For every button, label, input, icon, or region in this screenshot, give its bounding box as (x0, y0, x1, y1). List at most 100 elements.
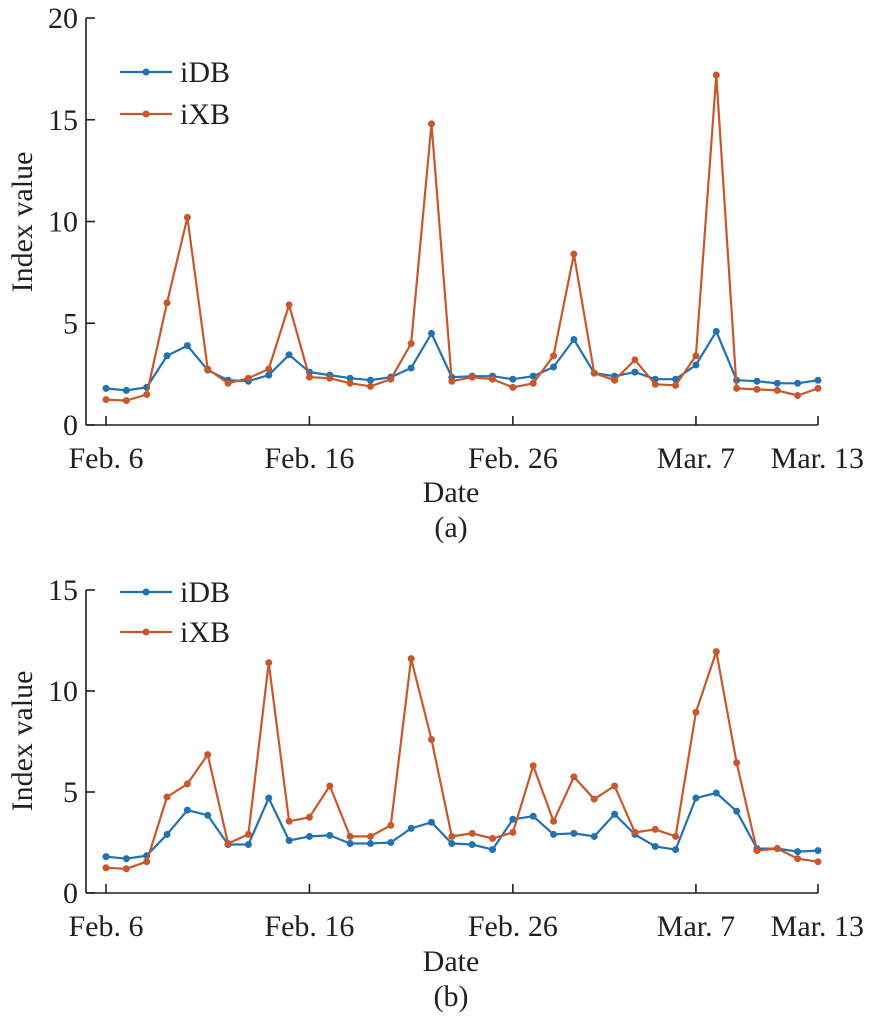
caption-b: (b) (434, 980, 469, 1013)
y-tick-label-b-3: 15 (48, 574, 78, 607)
data-point-ixb-b-1 (122, 865, 130, 873)
data-point-ixb-a-27 (651, 380, 659, 388)
y-axis-label-a: Index value (6, 152, 39, 293)
data-point-ixb-b-14 (387, 821, 395, 829)
data-point-ixb-a-10 (305, 373, 313, 381)
x-tick-label-b-2: Feb. 26 (468, 910, 558, 943)
x-tick-label-b-0: Feb. 6 (69, 910, 144, 943)
data-point-ixb-a-11 (326, 374, 334, 382)
data-point-ixb-b-18 (468, 829, 476, 837)
data-point-ixb-b-7 (244, 830, 252, 838)
data-point-ixb-b-28 (672, 832, 680, 840)
data-point-ixb-b-34 (794, 855, 802, 863)
x-axis-label-b: Date (423, 945, 480, 978)
data-point-ixb-a-8 (265, 365, 273, 373)
data-point-idb-b-31 (733, 807, 741, 815)
x-tick-label-a-1: Feb. 16 (264, 442, 354, 475)
data-point-ixb-b-21 (529, 762, 537, 770)
x-axis-label-a: Date (423, 476, 480, 509)
y-ticks-b: 0 5 10 15 (48, 574, 95, 910)
data-point-ixb-b-5 (204, 751, 212, 759)
data-point-ixb-b-17 (448, 832, 456, 840)
x-tick-label-b-3: Mar. 7 (657, 910, 735, 943)
data-point-idb-b-15 (407, 824, 415, 832)
data-point-ixb-a-24 (590, 369, 598, 377)
data-point-idb-a-29 (692, 361, 700, 369)
data-point-idb-a-21 (529, 372, 537, 380)
x-ticks-b: Feb. 6 Feb. 16 Feb. 26 Mar. 7 Mar. 13 (69, 884, 864, 943)
x-tick-label-a-3: Mar. 7 (657, 442, 735, 475)
x-ticks-a: Feb. 6 Feb. 16 Feb. 26 Mar. 7 Mar. 13 (69, 416, 864, 475)
data-point-ixb-a-29 (692, 352, 700, 360)
data-point-idb-b-9 (285, 836, 293, 844)
plot-area-b (102, 648, 822, 873)
data-point-ixb-b-24 (590, 795, 598, 803)
data-point-ixb-a-21 (529, 379, 537, 387)
data-point-idb-b-5 (204, 811, 212, 819)
plot-area-a (102, 71, 822, 405)
data-point-ixb-a-15 (407, 340, 415, 348)
data-point-idb-b-12 (346, 840, 354, 848)
x-tick-label-b-4: Mar. 13 (771, 910, 864, 943)
legend-marker-ixb-a (142, 110, 150, 118)
data-point-idb-b-13 (366, 840, 374, 848)
data-point-ixb-a-30 (712, 71, 720, 79)
data-point-idb-a-4 (183, 342, 191, 350)
data-point-ixb-a-1 (122, 397, 130, 405)
data-point-idb-b-18 (468, 841, 476, 849)
data-point-idb-b-7 (244, 841, 252, 849)
data-point-idb-a-34 (794, 379, 802, 387)
data-point-idb-b-20 (509, 815, 517, 823)
data-point-ixb-b-26 (631, 828, 639, 836)
y-tick-label-b-0: 0 (63, 877, 78, 910)
data-point-ixb-a-5 (204, 365, 212, 373)
data-point-idb-a-13 (366, 376, 374, 384)
data-point-ixb-b-13 (366, 832, 374, 840)
y-tick-label-b-2: 10 (48, 675, 78, 708)
data-point-idb-a-35 (814, 376, 822, 384)
data-point-ixb-b-31 (733, 759, 741, 767)
data-point-ixb-b-2 (143, 858, 151, 866)
data-point-idb-b-28 (672, 846, 680, 854)
data-point-ixb-a-34 (794, 391, 802, 399)
data-point-idb-a-8 (265, 371, 273, 379)
legend-label-idb-b: iDB (180, 576, 230, 609)
data-point-idb-b-34 (794, 848, 802, 856)
series-line-idb-a (105, 330, 819, 392)
data-point-ixb-a-14 (387, 375, 395, 383)
data-point-ixb-a-17 (448, 377, 456, 385)
x-tick-label-b-1: Feb. 16 (264, 910, 354, 943)
data-point-ixb-a-2 (143, 390, 151, 398)
data-point-idb-a-30 (712, 327, 720, 335)
legend-marker-idb-a (142, 68, 150, 76)
data-point-idb-b-21 (529, 812, 537, 820)
data-point-ixb-a-26 (631, 356, 639, 364)
data-point-idb-a-1 (122, 386, 130, 394)
data-point-ixb-a-7 (244, 374, 252, 382)
data-point-ixb-a-22 (550, 352, 558, 360)
data-point-ixb-a-25 (611, 376, 619, 384)
data-point-idb-b-0 (102, 853, 110, 861)
data-point-idb-a-32 (753, 377, 761, 385)
x-tick-label-a-2: Feb. 26 (468, 442, 558, 475)
data-point-ixb-a-18 (468, 373, 476, 381)
data-point-ixb-b-23 (570, 773, 578, 781)
data-point-ixb-a-35 (814, 384, 822, 392)
data-point-ixb-b-16 (427, 735, 435, 743)
series-line-idb-b (105, 791, 819, 860)
data-point-idb-b-11 (326, 831, 334, 839)
data-point-ixb-b-25 (611, 782, 619, 790)
legend-label-ixb-b: iXB (180, 616, 230, 649)
data-point-idb-b-35 (814, 847, 822, 855)
series-line-ixb-a (105, 73, 819, 402)
data-point-idb-a-23 (570, 336, 578, 344)
data-point-idb-b-4 (183, 806, 191, 814)
data-point-idb-b-3 (163, 830, 171, 838)
data-point-ixb-b-4 (183, 780, 191, 788)
data-point-idb-b-10 (305, 832, 313, 840)
legend-a: iDB iXB (120, 56, 230, 131)
data-point-ixb-b-0 (102, 864, 110, 872)
data-point-idb-a-9 (285, 351, 293, 359)
data-point-idb-a-16 (427, 329, 435, 337)
